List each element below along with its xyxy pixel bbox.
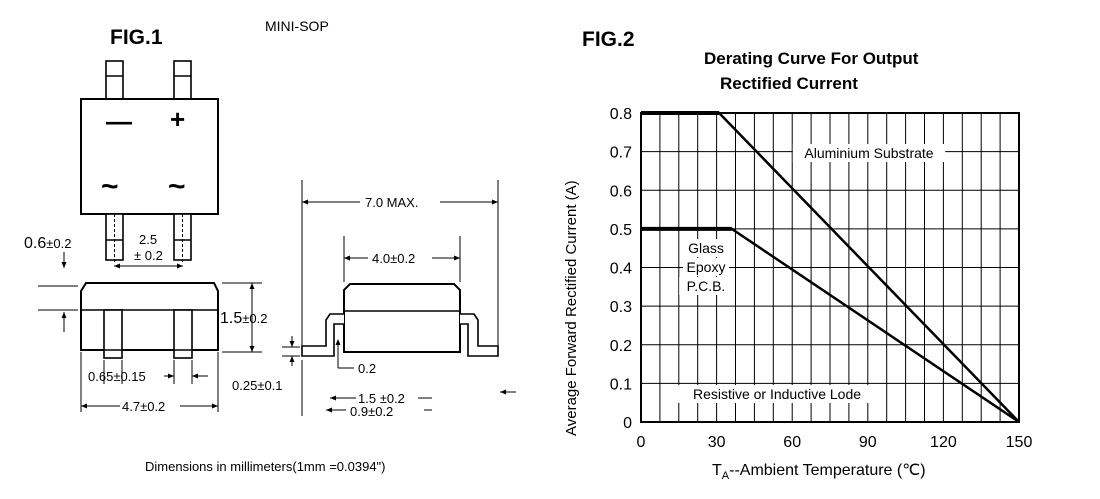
annotation-load-type: Resistive or Inductive Lode [693,386,861,402]
dim-foot-length: 1.5 ±0.2 [358,391,405,406]
annotation-glass-line3-bg [679,277,733,295]
dim-body-height: 1.5±0.2 [220,310,268,327]
y-tick-label: 0.7 [610,145,632,162]
dim-foot-contact: 0.9±0.2 [350,404,394,419]
annotation-glass-line2-bg [683,258,729,276]
package-name: MINI-SOP [265,18,329,34]
y-tick-label: 0.5 [610,222,632,239]
chart-xlabel: TA--Ambient Temperature (℃) [712,462,926,483]
y-tick-label: 0.6 [610,183,632,200]
annotation-glass-line1: Glass [688,240,724,256]
annotation-glass-line1-bg [683,239,729,257]
x-tick-label: 150 [1006,434,1033,451]
y-tick-label: 0.1 [610,376,632,393]
side-lead-right [460,313,499,357]
annotation-aluminium-substrate-bg [792,144,946,162]
x-tick-label: 60 [783,434,801,451]
y-tick-label: 0.3 [610,299,632,316]
fig2-label: FIG.2 [582,28,635,51]
y-tick-label: 0.4 [610,261,632,278]
side-view-body [343,283,461,353]
package-drawing [38,60,516,416]
pin-ac1-label: ~ [101,170,119,203]
dim-pitch-tol: ± 0.2 [134,248,163,263]
annotation-glass-line3: P.C.B. [687,278,726,294]
x-tick-label: 120 [930,434,957,451]
annotation-aluminium-substrate: Aluminium Substrate [804,145,933,161]
dim-pitch: 2.5 [139,232,158,247]
dim-lead-thickness: 0.2 [358,361,377,376]
pin-minus-label: — [106,106,132,136]
dim-lead-width: 0.65±0.15 [88,369,146,384]
plot-frame [640,112,1020,423]
pin-ac2-label: ~ [168,170,186,203]
dim-standoff: 0.25±0.1 [232,378,283,393]
dim-body-length: 4.0±0.2 [372,251,416,266]
dim-lead-height: 0.6±0.2 [24,235,72,252]
pin-plus-label: + [170,104,186,134]
y-tick-label: 0.8 [610,106,632,123]
y-tick-label: 0.2 [610,338,632,355]
annotation-glass-line2: Epoxy [687,259,726,275]
chart-title-line1: Derating Curve For Output [704,49,919,68]
x-tick-label: 0 [637,434,646,451]
dim-body-width: 4.7±0.2 [122,399,166,414]
front-lead-1 [103,309,123,359]
fig1-label: FIG.1 [110,26,163,49]
top-view-body [80,98,219,215]
dim-overall-max: 7.0 MAX. [365,195,419,210]
dimensions-footnote: Dimensions in millimeters(1mm =0.0394") [145,459,386,474]
chart-title-line2: Rectified Current [720,74,858,93]
side-lead-left [301,313,344,357]
front-lead-2 [173,309,193,359]
x-tick-label: 30 [708,434,726,451]
x-tick-label: 90 [859,434,877,451]
y-tick-label: 0 [623,415,632,432]
annotation-load-type-bg [670,385,884,403]
